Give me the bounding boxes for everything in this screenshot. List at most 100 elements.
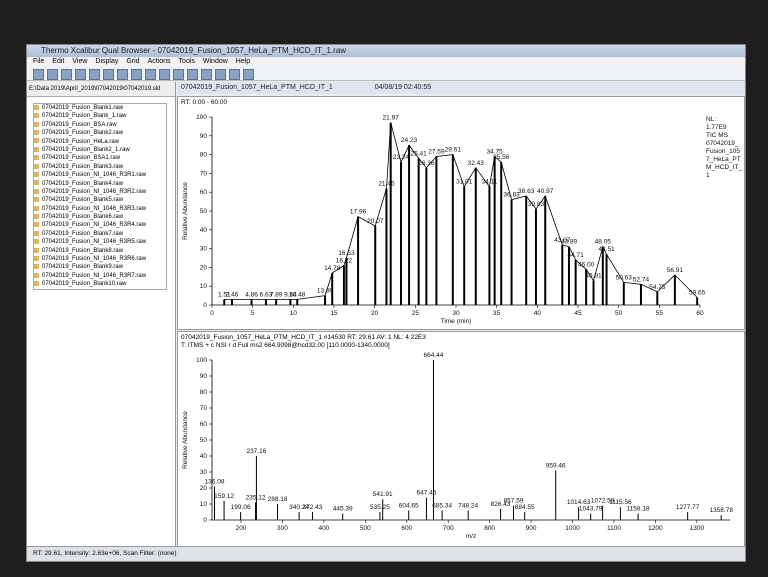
file-item[interactable]: 07042019_Fusion_Blank2.raw <box>34 129 166 137</box>
peak-label: 43.89 <box>561 239 578 246</box>
tool-button[interactable] <box>103 69 114 80</box>
tool-button[interactable] <box>75 69 86 80</box>
peak-label: 46.00 <box>578 261 595 268</box>
tool-button[interactable] <box>89 69 100 80</box>
tool-button[interactable] <box>159 69 170 80</box>
tool-button[interactable] <box>243 69 254 80</box>
peak-label: 7.89 <box>270 291 283 298</box>
ms-peak-label: 1043.79 <box>579 506 603 513</box>
tool-button[interactable] <box>33 69 44 80</box>
peak-label: 16.22 <box>336 258 353 265</box>
peak-label: 39.83 <box>528 201 545 208</box>
peak-label: 21.45 <box>378 180 395 187</box>
menu-item[interactable]: Display <box>95 58 119 65</box>
menu-item[interactable]: Actions <box>147 58 171 65</box>
y-tick-label: 60 <box>200 189 208 196</box>
y-tick-label: 60 <box>200 421 208 428</box>
file-item[interactable]: 07042019_Fusion_BSA1.raw <box>34 154 166 162</box>
tool-button[interactable] <box>173 69 184 80</box>
tool-button[interactable] <box>61 69 72 80</box>
file-item[interactable]: 07042019_Fusion_NI_1046_R3R2.raw <box>34 188 166 196</box>
x-tick-label: 15 <box>330 310 338 317</box>
chromatogram: 0 10 20 30 40 50 60 70 80 90 100 0 5 10 15 20 25 30 35 40 45… <box>182 114 743 325</box>
ms-peak-label: 748.24 <box>458 502 478 509</box>
tool-button[interactable] <box>215 69 226 80</box>
peak-label: 27.59 <box>428 148 445 155</box>
spectrum-pane: 07042019_Fusion_1057_HeLa_PTM_HCD_IT_1 #… <box>177 331 745 547</box>
y-tick-label: 20 <box>200 264 208 271</box>
peak-label: 23.24 <box>393 154 410 161</box>
file-item[interactable]: 07042019_Fusion_Blank_1.raw <box>34 112 166 120</box>
file-item[interactable]: 07042019_Fusion_NI_1046_R3R5.raw <box>34 238 166 246</box>
ms-peak-label: 647.46 <box>416 490 436 497</box>
tool-button[interactable] <box>131 69 142 80</box>
legend-line: Fusion_105 <box>706 148 740 155</box>
peak-label: 16.53 <box>338 250 355 257</box>
file-item[interactable]: 07042019_Fusion_HeLa.raw <box>34 138 166 146</box>
tool-button[interactable] <box>47 69 58 80</box>
spectrum: 0 10 20 30 40 50 60 70 80 90 100 200 300 400 500 600 700… <box>182 352 733 540</box>
menu-item[interactable]: View <box>72 58 88 65</box>
ms-peak-label: 884.55 <box>515 504 535 511</box>
file-item[interactable]: 07042019_Fusion_BSA.raw <box>34 121 166 129</box>
x-tick-label: 25 <box>412 310 420 317</box>
peak-label: 44.71 <box>568 252 585 259</box>
x-tick-label: 45 <box>574 310 582 317</box>
x-tick-label: 800 <box>484 525 495 532</box>
file-item[interactable]: 07042019_Fusion_Blank4.raw <box>34 180 166 188</box>
x-tick-label: 900 <box>526 525 537 532</box>
peak-label: 46.91 <box>585 273 602 280</box>
ms-peak-label: 826.43 <box>491 501 511 508</box>
file-item[interactable]: 07042019_Fusion_Blank6.raw <box>34 213 166 221</box>
menu-item[interactable]: Window <box>202 58 228 65</box>
menu-item[interactable]: Grid <box>126 58 140 65</box>
peak-label: 2.46 <box>226 291 239 298</box>
y-tick-label: 30 <box>200 469 208 476</box>
peak-label: 40.97 <box>537 188 554 195</box>
ms-peak-label: 1072.59 <box>591 498 615 505</box>
menu-item[interactable]: Help <box>235 58 251 65</box>
y-tick-label: 30 <box>200 246 208 253</box>
peak-label: 52.74 <box>633 276 650 283</box>
file-item[interactable]: 07042019_Fusion_Blank7.raw <box>34 230 166 238</box>
legend-line: 1.77E9 <box>706 124 727 131</box>
peak-label: 56.91 <box>667 267 684 274</box>
y-tick-label: 10 <box>200 283 208 290</box>
ms-peak-label: 1158.18 <box>627 506 650 513</box>
file-item[interactable]: 07042019_Fusion_NI_1046_R3R4.raw <box>34 221 166 229</box>
menu-item[interactable]: File <box>33 58 45 65</box>
file-item[interactable]: 07042019_Fusion_Blank2_1.raw <box>34 146 166 154</box>
tool-button[interactable] <box>187 69 198 80</box>
file-list: 07042019_Fusion_Blank1.raw 07042019_Fusio… <box>33 103 167 290</box>
peak-label: 54.75 <box>649 284 666 291</box>
file-item[interactable]: 07042019_Fusion_Blank8.raw <box>34 247 166 255</box>
y-tick-label: 0 <box>203 302 207 309</box>
file-item[interactable]: 07042019_Fusion_NI_1046_R3R1.raw <box>34 171 166 179</box>
peak-label: 1.51 <box>218 291 231 298</box>
menu-item[interactable]: Edit <box>52 58 65 65</box>
file-item[interactable]: 07042019_Fusion_Blank3.raw <box>34 163 166 171</box>
y-tick-label: 80 <box>200 389 208 396</box>
file-item[interactable]: 07042019_Fusion_NI_1046_R3R7.raw <box>34 272 166 280</box>
file-item[interactable]: 07042019_Fusion_Blank5.raw <box>34 196 166 204</box>
x-tick-label: 40 <box>534 310 542 317</box>
x-tick-label: 200 <box>236 525 247 532</box>
x-tick-label: 0 <box>210 310 214 317</box>
file-item[interactable]: 07042019_Fusion_NI_1046_R3R6.raw <box>34 255 166 263</box>
ms-peak-label: 959.46 <box>546 462 566 469</box>
y-tick-label: 50 <box>200 437 208 444</box>
tool-button[interactable] <box>117 69 128 80</box>
file-item[interactable]: 07042019_Fusion_Blank10.raw <box>34 280 166 288</box>
peak-label: 48.51 <box>598 246 615 253</box>
file-item[interactable]: 07042019_Fusion_Blank1.raw <box>34 104 166 112</box>
x-tick-label: 300 <box>277 525 288 532</box>
file-item[interactable]: 07042019_Fusion_Blank9.raw <box>34 263 166 271</box>
tool-button[interactable] <box>229 69 240 80</box>
y-tick-label: 10 <box>200 501 208 508</box>
menu-item[interactable]: Tools <box>178 58 195 65</box>
y-tick-label: 20 <box>200 485 208 492</box>
tool-button[interactable] <box>201 69 212 80</box>
tool-button[interactable] <box>145 69 156 80</box>
file-item[interactable]: 07042019_Fusion_NI_1046_R3R3.raw <box>34 205 166 213</box>
